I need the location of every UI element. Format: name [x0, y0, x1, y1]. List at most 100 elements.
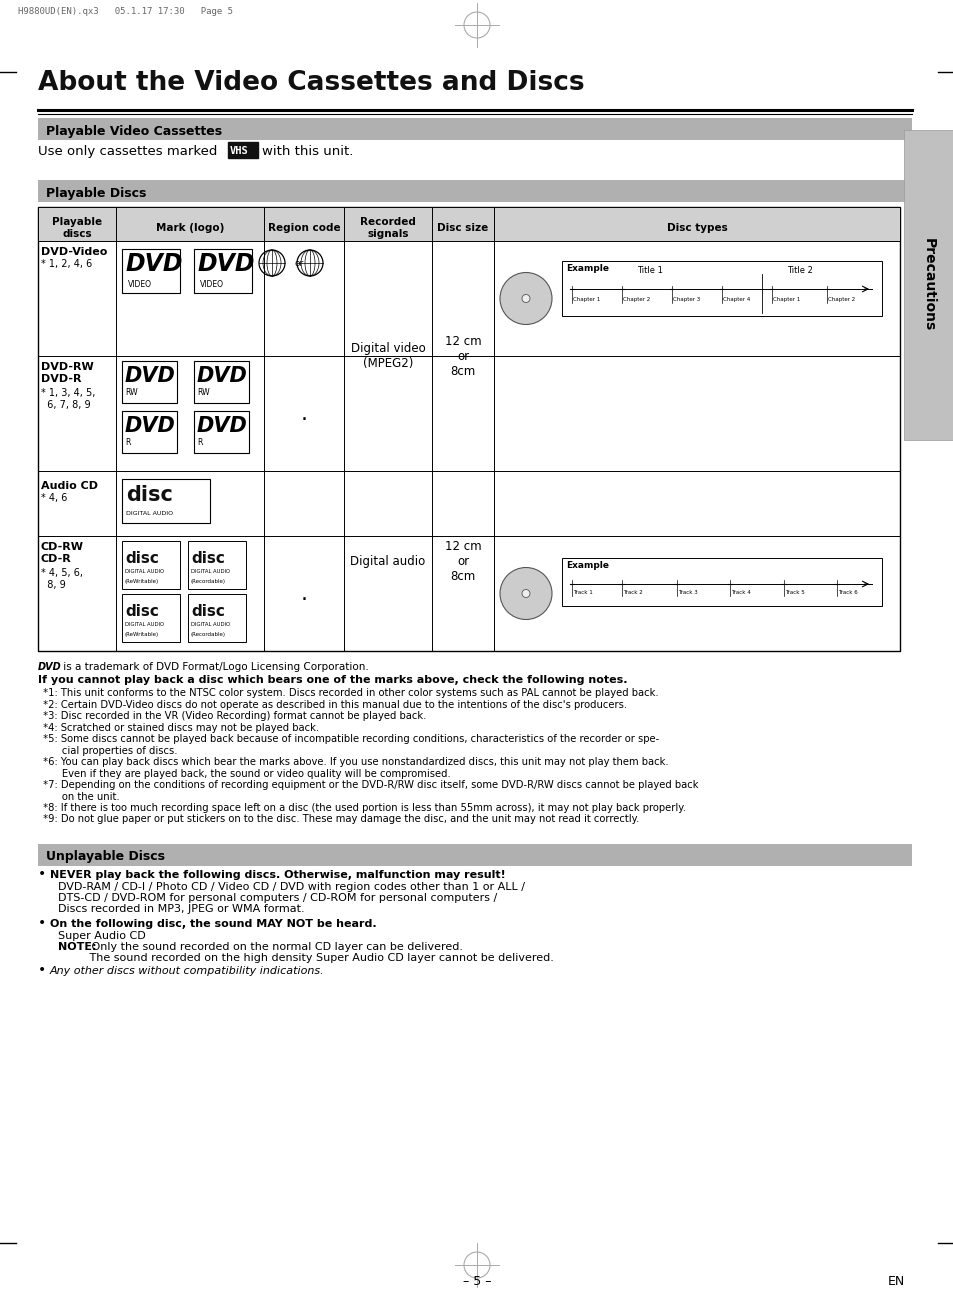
Text: *6: You can play back discs which bear the marks above. If you use nonstandardiz: *6: You can play back discs which bear t…	[40, 757, 668, 767]
Text: DVD: DVD	[126, 252, 183, 276]
Text: *5: Some discs cannot be played back because of incompatible recording condition: *5: Some discs cannot be played back bec…	[40, 734, 659, 744]
Text: cial properties of discs.: cial properties of discs.	[40, 746, 177, 756]
Text: * 1, 2, 4, 6: * 1, 2, 4, 6	[41, 259, 92, 270]
Text: Digital audio: Digital audio	[350, 555, 425, 568]
Bar	[38, 180, 911, 203]
Text: DVD-RAM / CD-I / Photo CD / Video CD / DVD with region codes other than 1 or ALL: DVD-RAM / CD-I / Photo CD / Video CD / D…	[58, 882, 524, 892]
Text: DIGITAL AUDIO: DIGITAL AUDIO	[125, 622, 164, 627]
Text: CD-R: CD-R	[41, 554, 71, 564]
Text: *2: Certain DVD-Video discs do not operate as described in this manual due to th: *2: Certain DVD-Video discs do not opera…	[40, 700, 626, 710]
Text: Example: Example	[565, 562, 608, 569]
Text: RW: RW	[125, 388, 137, 397]
Text: DVD: DVD	[198, 252, 255, 276]
Text: DVD-R: DVD-R	[41, 373, 81, 384]
Text: Discs recorded in MP3, JPEG or WMA format.: Discs recorded in MP3, JPEG or WMA forma…	[58, 903, 304, 914]
Text: Track 3: Track 3	[678, 590, 697, 594]
Text: Playable Video Cassettes: Playable Video Cassettes	[46, 125, 222, 138]
Text: *3: Disc recorded in the VR (Video Recording) format cannot be played back.: *3: Disc recorded in the VR (Video Recor…	[40, 711, 426, 721]
Text: Track 5: Track 5	[784, 590, 804, 594]
Text: NOTE:: NOTE:	[58, 942, 96, 952]
Bar	[193, 362, 249, 402]
Text: •: •	[38, 963, 46, 977]
Text: Track 4: Track 4	[730, 590, 750, 594]
Text: Track 6: Track 6	[837, 590, 857, 594]
Text: disc: disc	[125, 604, 159, 619]
Bar	[188, 540, 246, 589]
Text: DVD: DVD	[38, 661, 62, 672]
Text: with this unit.: with this unit.	[262, 145, 353, 158]
Bar	[561, 558, 882, 606]
Text: disc: disc	[191, 551, 225, 565]
Text: VHS: VHS	[230, 146, 249, 156]
Text: Track 1: Track 1	[573, 590, 592, 594]
Text: (ReWritable): (ReWritable)	[125, 633, 159, 636]
Bar	[228, 142, 257, 158]
Text: (Recordable): (Recordable)	[191, 633, 226, 636]
Text: is a trademark of DVD Format/Logo Licensing Corporation.: is a trademark of DVD Format/Logo Licens…	[60, 661, 369, 672]
Text: EN: EN	[886, 1276, 903, 1287]
Text: Super Audio CD: Super Audio CD	[58, 931, 146, 942]
Text: DVD: DVD	[125, 416, 175, 437]
Text: DVD-Video: DVD-Video	[41, 247, 108, 256]
Text: .: .	[300, 404, 307, 423]
Bar	[122, 479, 210, 523]
Bar	[122, 362, 177, 402]
Text: Precautions: Precautions	[921, 238, 935, 331]
Text: R: R	[125, 438, 131, 447]
Text: or: or	[294, 259, 303, 267]
Text: .: .	[300, 584, 307, 604]
Text: Disc types: Disc types	[666, 224, 726, 233]
Text: H9880UD(EN).qx3   05.1.17 17:30   Page 5: H9880UD(EN).qx3 05.1.17 17:30 Page 5	[18, 7, 233, 16]
Bar	[38, 844, 911, 867]
Text: Region code: Region code	[268, 224, 340, 233]
Text: DIGITAL AUDIO: DIGITAL AUDIO	[191, 622, 230, 627]
Bar	[193, 412, 249, 452]
Bar	[903, 130, 953, 441]
Text: *1: This unit conforms to the NTSC color system. Discs recorded in other color s: *1: This unit conforms to the NTSC color…	[40, 688, 658, 698]
Bar	[38, 118, 911, 139]
Text: •: •	[38, 917, 46, 930]
Circle shape	[521, 295, 530, 302]
Text: 8, 9: 8, 9	[41, 580, 66, 590]
Text: on the unit.: on the unit.	[40, 792, 119, 802]
Text: Title 1: Title 1	[637, 266, 662, 275]
Text: *7: Depending on the conditions of recording equipment or the DVD-R/RW disc itse: *7: Depending on the conditions of recor…	[40, 780, 698, 790]
Text: CD-RW: CD-RW	[41, 542, 84, 552]
Text: Unplayable Discs: Unplayable Discs	[46, 849, 165, 863]
Bar	[122, 249, 180, 293]
Bar	[38, 206, 899, 651]
Text: Title 2: Title 2	[786, 266, 812, 275]
Bar	[122, 540, 180, 589]
Bar	[122, 594, 180, 642]
Text: RW: RW	[196, 388, 210, 397]
Text: * 4, 6: * 4, 6	[41, 493, 68, 504]
Text: Digital video
(MPEG2): Digital video (MPEG2)	[351, 342, 425, 370]
Text: 12 cm
or
8cm: 12 cm or 8cm	[444, 334, 481, 377]
Text: 6, 7, 8, 9: 6, 7, 8, 9	[41, 400, 91, 410]
Text: *4: Scratched or stained discs may not be played back.: *4: Scratched or stained discs may not b…	[40, 722, 319, 732]
Text: DIGITAL AUDIO: DIGITAL AUDIO	[125, 569, 164, 575]
Text: (ReWritable): (ReWritable)	[125, 579, 159, 584]
Text: DIGITAL AUDIO: DIGITAL AUDIO	[191, 569, 230, 575]
Text: *8: If there is too much recording space left on a disc (the used portion is les: *8: If there is too much recording space…	[40, 803, 685, 813]
Text: If you cannot play back a disc which bears one of the marks above, check the fol: If you cannot play back a disc which bea…	[38, 675, 627, 685]
Text: Only the sound recorded on the normal CD layer can be delivered.: Only the sound recorded on the normal CD…	[88, 942, 462, 952]
Text: disc: disc	[191, 604, 225, 619]
Text: DVD: DVD	[125, 366, 175, 387]
Text: disc: disc	[125, 551, 159, 565]
Text: DVD-RW: DVD-RW	[41, 362, 93, 372]
Text: VIDEO: VIDEO	[128, 280, 152, 289]
Text: Chapter 3: Chapter 3	[672, 297, 700, 302]
Text: Chapter 1: Chapter 1	[772, 297, 800, 302]
Text: Playable
discs: Playable discs	[51, 217, 102, 239]
Text: Recorded
signals: Recorded signals	[359, 217, 416, 239]
Bar	[193, 249, 252, 293]
Text: R: R	[196, 438, 202, 447]
Text: Audio CD: Audio CD	[41, 481, 98, 490]
Circle shape	[499, 568, 552, 619]
Text: Track 2: Track 2	[622, 590, 642, 594]
Bar	[561, 260, 882, 316]
Text: Chapter 2: Chapter 2	[622, 297, 650, 302]
Text: Disc size: Disc size	[436, 224, 488, 233]
Circle shape	[499, 272, 552, 325]
